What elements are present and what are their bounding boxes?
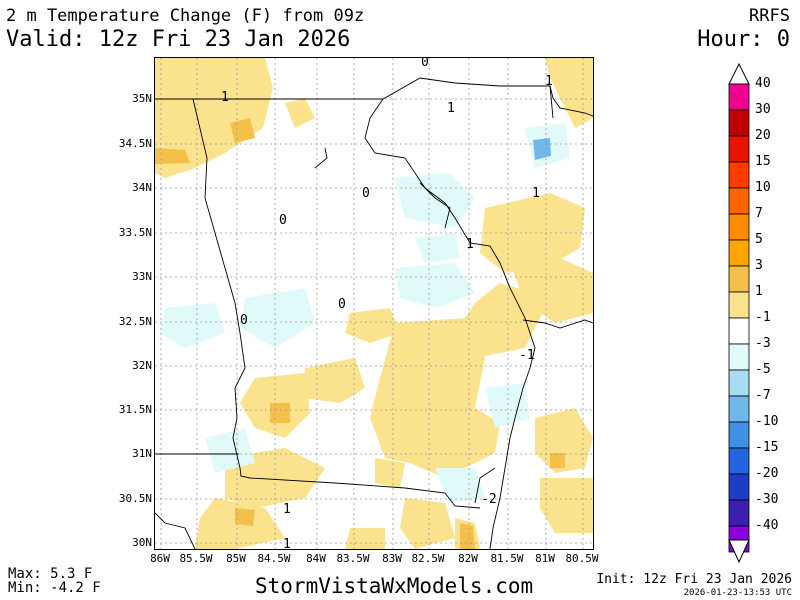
colorbar-swatch [728, 213, 750, 241]
lat-label-31-5: 31.5N [118, 403, 152, 416]
contour-label: -1 [519, 348, 535, 363]
colorbar-label: 30 [755, 102, 771, 117]
lon-label-83: 83W [382, 552, 402, 565]
warming-shading-strong [155, 118, 565, 549]
contour-label: -2 [481, 492, 497, 507]
colorbar-bottom-arrow [728, 539, 750, 564]
colorbar-label: -40 [755, 518, 779, 533]
colorbar-swatch [728, 265, 750, 293]
colorbar-label: -20 [755, 466, 779, 481]
contour-label: 0 [421, 58, 429, 70]
chart-title: 2 m Temperature Change (F) from 09z [6, 6, 365, 26]
lon-label-81-5: 81.5W [490, 552, 524, 565]
colorbar-swatch [728, 135, 750, 163]
colorbar-swatch [728, 499, 750, 527]
lat-label-30-5: 30.5N [118, 492, 152, 505]
lat-label-34-5: 34.5N [118, 137, 152, 150]
contour-label: 1 [466, 237, 474, 252]
colorbar-label: 15 [755, 154, 771, 169]
colorbar-label: -7 [755, 388, 771, 403]
timestamp: 2026-01-23-13:53 UTC [683, 588, 792, 598]
colorbar-label: -10 [755, 414, 779, 429]
colorbar-label: 10 [755, 180, 771, 195]
colorbar-label: -5 [755, 362, 771, 377]
lat-label-32-5: 32.5N [118, 315, 152, 328]
valid-time: Valid: 12z Fri 23 Jan 2026 [6, 27, 351, 52]
contour-label: 1 [532, 186, 540, 201]
model-name: RRFS [749, 6, 790, 26]
colorbar-swatch [728, 395, 750, 423]
map-panel: 0 1 1 1 1 0 0 0 0 1 1 -1 -2 1 [154, 57, 594, 550]
colorbar-label: -1 [755, 310, 771, 325]
forecast-hour: Hour: 0 [697, 27, 790, 52]
colorbar-label: 3 [755, 258, 763, 273]
colorbar-swatch [728, 83, 750, 111]
min-value: Min: -4.2 F [8, 580, 101, 596]
cooling-shading [160, 123, 570, 503]
colorbar-swatch [728, 447, 750, 475]
lon-label-82-5: 82.5W [411, 552, 445, 565]
colorbar-swatch [728, 343, 750, 371]
colorbar-label: -15 [755, 440, 779, 455]
colorbar-label: -30 [755, 492, 779, 507]
lon-label-85-5: 85.5W [179, 552, 213, 565]
contour-label: 1 [545, 74, 553, 89]
colorbar-label: 1 [755, 284, 763, 299]
lat-label-31: 31N [132, 447, 152, 460]
colorbar-top-arrow [728, 62, 750, 85]
colorbar-swatch [728, 473, 750, 501]
colorbar-label: 40 [755, 76, 771, 91]
colorbar-swatch [728, 291, 750, 319]
contour-label: 1 [447, 101, 455, 116]
lon-label-80-5: 80.5W [565, 552, 599, 565]
colorbar-swatch [728, 317, 750, 345]
contour-label: 0 [362, 186, 370, 201]
state-borders [155, 77, 593, 549]
colorbar-swatch [728, 187, 750, 215]
max-value: Max: 5.3 F [8, 566, 93, 582]
colorbar [728, 62, 750, 564]
graticule [155, 58, 593, 549]
colorbar-swatch [728, 421, 750, 449]
lat-label-30: 30N [132, 536, 152, 549]
lon-label-84: 84W [306, 552, 326, 565]
contour-label: 0 [279, 213, 287, 228]
colorbar-label: 7 [755, 206, 763, 221]
warming-shading [155, 58, 593, 549]
contour-label: 1 [283, 502, 291, 517]
colorbar-swatch [728, 239, 750, 267]
colorbar-swatch [728, 109, 750, 137]
lon-label-81: 81W [535, 552, 555, 565]
colorbar-swatch [728, 369, 750, 397]
site-watermark: StormVistaWxModels.com [255, 574, 534, 598]
lon-label-83-5: 83.5W [336, 552, 370, 565]
lon-label-84-5: 84.5W [257, 552, 291, 565]
colorbar-label: 5 [755, 232, 763, 247]
cooling-shading-strong [533, 138, 551, 160]
lat-label-34: 34N [132, 181, 152, 194]
lon-label-86: 86W [150, 552, 170, 565]
lat-label-35: 35N [132, 92, 152, 105]
colorbar-swatch [728, 161, 750, 189]
lat-label-33-5: 33.5N [118, 226, 152, 239]
contour-label: 0 [240, 313, 248, 328]
init-time: Init: 12z Fri 23 Jan 2026 [596, 572, 792, 587]
lon-label-82: 82W [458, 552, 478, 565]
lat-label-32: 32N [132, 359, 152, 372]
lon-label-85: 85W [226, 552, 246, 565]
lat-label-33: 33N [132, 270, 152, 283]
colorbar-label: 20 [755, 128, 771, 143]
contour-label: 1 [283, 537, 291, 549]
map-graphic: 0 1 1 1 1 0 0 0 0 1 1 -1 -2 1 [155, 58, 593, 549]
contour-label: 1 [221, 90, 229, 105]
contour-label: 0 [338, 297, 346, 312]
colorbar-label: -3 [755, 336, 771, 351]
